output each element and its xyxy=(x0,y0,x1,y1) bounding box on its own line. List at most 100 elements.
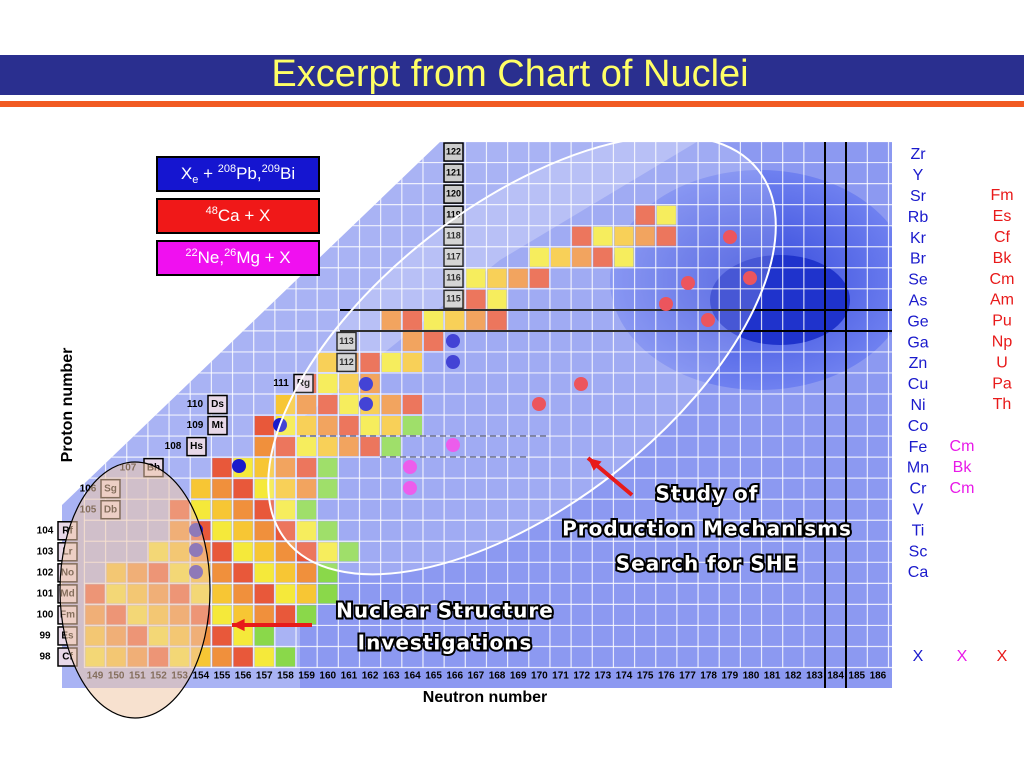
element-box xyxy=(207,394,228,415)
nuclide-cell xyxy=(487,289,507,309)
proton-number: 101 xyxy=(37,589,54,600)
element-box xyxy=(207,415,228,436)
nuclide-cell xyxy=(635,205,655,225)
title-bar xyxy=(0,55,1024,95)
nuclide-cell xyxy=(572,247,592,267)
target-blue: As xyxy=(909,293,928,310)
arrow-head xyxy=(588,458,602,471)
neutron-number: 173 xyxy=(594,671,611,682)
legend-label-part: 22 xyxy=(185,247,197,259)
nuclide-cell xyxy=(254,437,274,457)
target-magenta: Cm xyxy=(950,438,975,455)
element-symbol: Rg xyxy=(297,378,310,389)
nuclide-cell xyxy=(381,352,401,372)
nuclide-cell xyxy=(275,458,296,478)
nuclide-cell xyxy=(402,352,422,372)
structure-region xyxy=(59,461,211,719)
neutron-number: 166 xyxy=(446,671,463,682)
nuclide-cell xyxy=(381,416,401,436)
proton-number: 122 xyxy=(446,146,461,156)
nuclide-cell xyxy=(593,247,613,267)
reaction-dot xyxy=(359,397,373,411)
nuclide-cell xyxy=(318,521,338,541)
target-red: Pa xyxy=(992,375,1012,392)
nuclide-cell xyxy=(402,416,422,436)
neutron-number: 178 xyxy=(700,671,717,682)
nuclide-cell xyxy=(466,310,486,330)
nuclide-cell xyxy=(233,500,253,520)
legend-label-part: Mg + X xyxy=(236,248,290,267)
proton-number: 104 xyxy=(37,525,54,536)
proton-number: 118 xyxy=(446,231,461,241)
nuclide-cell xyxy=(339,416,359,436)
target-red: Es xyxy=(993,208,1012,225)
neutron-number: 182 xyxy=(785,671,802,682)
target-x: X xyxy=(997,648,1008,665)
neutron-number: 168 xyxy=(489,671,506,682)
neutron-number: 175 xyxy=(637,671,654,682)
neutron-number: 170 xyxy=(531,671,548,682)
proton-number: 110 xyxy=(187,399,204,410)
neutron-number: 161 xyxy=(341,671,358,682)
nuclide-cell xyxy=(275,500,296,520)
target-red: Cf xyxy=(994,229,1011,246)
nuclide-cell xyxy=(254,584,274,604)
nuclide-cell xyxy=(191,479,211,499)
element-symbol: Ds xyxy=(211,399,224,410)
title-rule xyxy=(0,101,1024,107)
nuclide-cell xyxy=(254,416,274,436)
nuclide-cell xyxy=(360,416,380,436)
neutron-number: 181 xyxy=(764,671,781,682)
nuclide-cell xyxy=(233,584,253,604)
element-box xyxy=(336,331,357,352)
nuclide-cell xyxy=(275,605,296,625)
nuclide-cell xyxy=(297,416,317,436)
neutron-number: 159 xyxy=(298,671,315,682)
proton-number: 108 xyxy=(165,441,182,452)
nuclide-cell xyxy=(212,500,232,520)
reaction-dot xyxy=(532,397,546,411)
reaction-dot xyxy=(681,276,695,290)
annotation: Search for SHE xyxy=(616,552,798,576)
element-symbol: Hs xyxy=(190,441,203,452)
element-box xyxy=(443,289,464,310)
neutron-number: 169 xyxy=(510,671,527,682)
neutron-number: 162 xyxy=(362,671,379,682)
legend-label-part: Ca + X xyxy=(218,206,270,225)
nuclide-cell xyxy=(318,458,338,478)
target-blue: Zr xyxy=(910,146,926,163)
target-blue: Cu xyxy=(908,376,928,393)
legend-label-part: 48 xyxy=(206,205,218,217)
y-axis-label: Proton number xyxy=(59,348,76,463)
neutron-number: 157 xyxy=(256,671,273,682)
target-blue: Br xyxy=(910,251,927,268)
reaction-dot xyxy=(723,230,737,244)
nuclide-cell xyxy=(254,542,274,562)
nuclide-cell xyxy=(339,542,359,562)
nuclide-cell xyxy=(254,647,274,667)
neutron-number: 155 xyxy=(214,671,231,682)
nuclide-cell xyxy=(297,605,317,625)
nuclide-cell xyxy=(656,205,676,225)
nuclide-cell xyxy=(297,458,317,478)
nuclide-cell xyxy=(381,395,401,415)
nuclide-cell xyxy=(297,437,317,457)
proton-number: 119 xyxy=(446,210,461,220)
annotation: Production Mechanisms xyxy=(562,517,852,541)
target-blue: Ti xyxy=(912,522,925,539)
nuclide-cell xyxy=(487,310,507,330)
neutron-number: 171 xyxy=(552,671,569,682)
element-symbol: Mt xyxy=(212,420,224,431)
target-red: Am xyxy=(990,292,1014,309)
nuclide-cell xyxy=(212,479,232,499)
reaction-dot xyxy=(701,313,715,327)
nuclide-cell xyxy=(297,563,317,583)
legend-label-part: Pb, xyxy=(236,164,262,183)
neutron-number: 160 xyxy=(319,671,336,682)
nuclide-cell xyxy=(402,395,422,415)
proton-number: 112 xyxy=(339,357,354,367)
legend-label-part: 209 xyxy=(262,163,280,175)
proton-number: 103 xyxy=(37,546,54,557)
production-region xyxy=(267,134,777,576)
